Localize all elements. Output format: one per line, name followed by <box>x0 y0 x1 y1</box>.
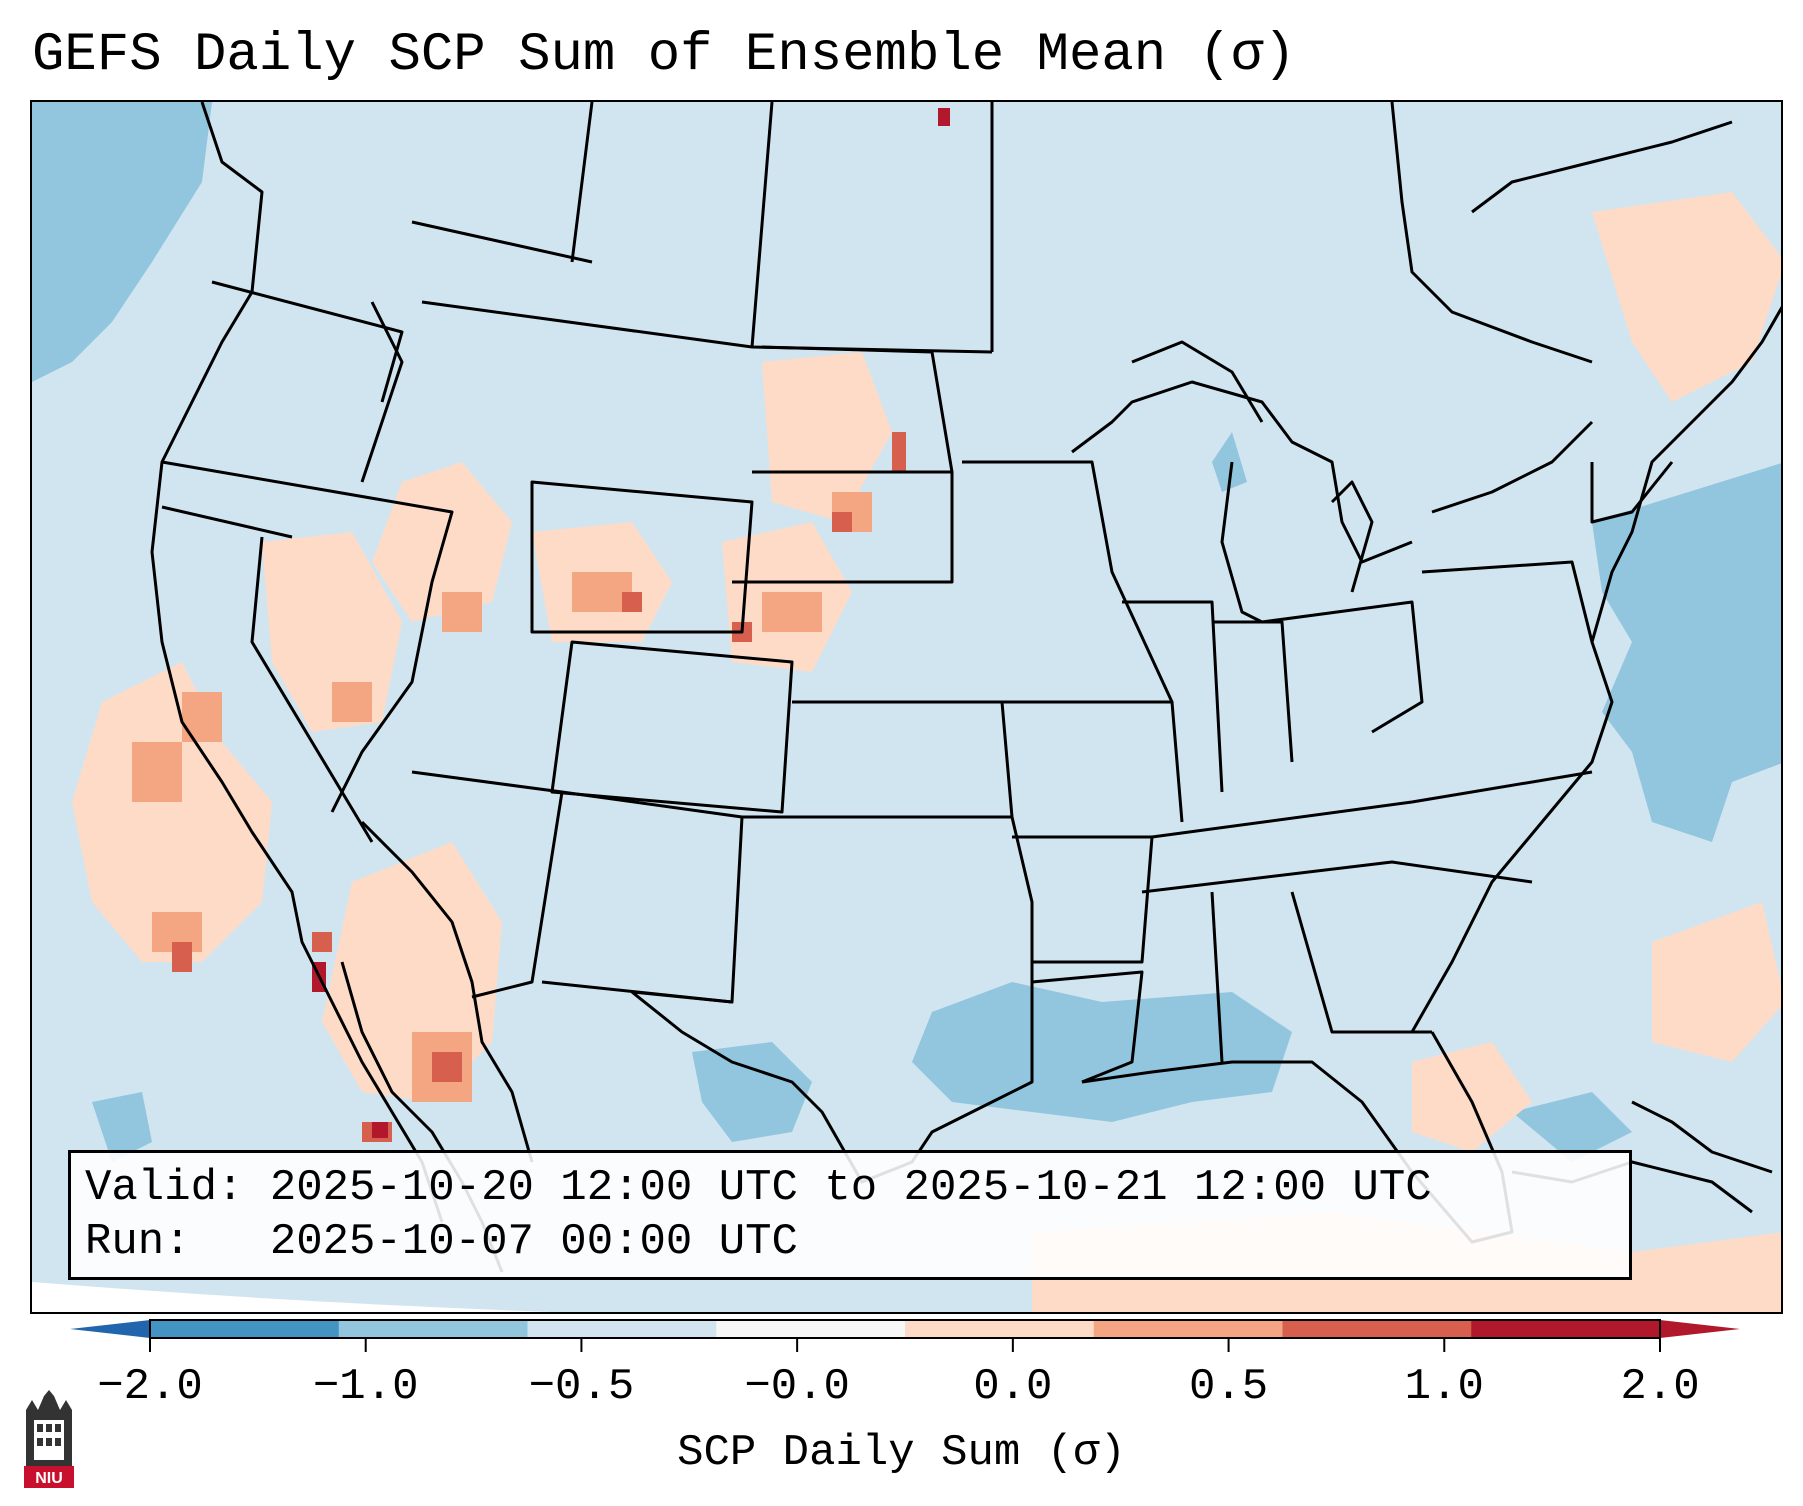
map-background <box>32 102 1781 1312</box>
colorbar-tick-label: 0.5 <box>1188 1362 1269 1412</box>
bahamas-coastline <box>1631 1100 1773 1174</box>
missouri-border <box>1002 700 1184 823</box>
colorbar-segment <box>150 1320 340 1338</box>
map-panel <box>30 100 1783 1314</box>
new-england-positive <box>1592 192 1781 402</box>
colorbar-segments <box>150 1320 1661 1338</box>
colorado-border <box>550 640 794 814</box>
lake-michigan-shore <box>1220 461 1263 624</box>
pennsylvania-border <box>1421 560 1594 643</box>
north-dakota-border <box>761 345 954 473</box>
valid-value: 2025-10-20 12:00 UTC to 2025-10-21 12:00… <box>269 1163 1432 1213</box>
colorbar-label: SCP Daily Sum (σ) <box>677 1428 1126 1478</box>
indiana-border <box>1212 620 1294 763</box>
colorbar-tick-label: −1.0 <box>312 1362 419 1412</box>
new-england-border <box>1590 461 1674 524</box>
colorbar-tick-label: 2.0 <box>1620 1362 1700 1412</box>
colorbar-tick-label: −0.0 <box>744 1362 850 1412</box>
quebec-border <box>1390 102 1593 364</box>
atlantic-positive <box>1652 902 1781 1062</box>
colorbar-outline <box>149 1319 1661 1339</box>
east-coastline <box>1410 305 1781 1033</box>
arizona-border <box>411 770 564 999</box>
mississippi-alabama-border <box>1210 891 1224 1063</box>
oregon-nevada-border <box>161 460 454 813</box>
mexico-west-coastline <box>360 820 534 1163</box>
or-ca-border <box>161 505 293 539</box>
valid-label: Valid: <box>85 1163 244 1213</box>
alberta-border <box>570 102 594 263</box>
niu-logo: NIU <box>24 1390 74 1488</box>
great-lakes-shore <box>1071 380 1413 564</box>
colorbar-segment <box>338 1320 528 1338</box>
idaho-border <box>360 301 404 483</box>
florida-positive <box>1412 1042 1532 1152</box>
lake-michigan-negative <box>1212 432 1247 492</box>
texas-coast-negative <box>692 1042 812 1142</box>
st-lawrence-shore <box>1471 120 1733 214</box>
lake-ontario-erie-shore <box>1431 420 1594 514</box>
wyoming-border <box>530 480 754 634</box>
dakotas-positive <box>762 352 892 522</box>
nevada-west-border <box>250 536 374 843</box>
chart-title: GEFS Daily SCP Sum of Ensemble Mean (σ) <box>32 25 1296 86</box>
coastlines-and-borders <box>150 102 1781 1273</box>
colorbar-segment <box>1471 1320 1661 1338</box>
canada-border-west <box>411 220 593 264</box>
alabama-georgia-border <box>1290 891 1432 1034</box>
gulf-negative <box>912 982 1292 1122</box>
run-value: 2025-10-07 00:00 UTC <box>269 1217 798 1267</box>
atlantic-negative <box>1592 463 1781 842</box>
southeast-border <box>1141 860 1533 894</box>
run-label: Run: <box>85 1217 191 1267</box>
colorbar-segment <box>1093 1320 1283 1338</box>
run-row: Run: 2025-10-07 00:00 UTC <box>85 1215 1615 1269</box>
pacific-south-negative <box>92 1092 152 1162</box>
south-dakota-border <box>732 470 954 584</box>
louisiana-border <box>1031 970 1144 1084</box>
tennessee-north-border <box>1151 770 1593 839</box>
colorbar-segment <box>716 1320 906 1338</box>
colorbar <box>70 1319 1740 1352</box>
washington-border <box>211 280 404 403</box>
valid-row: Valid: 2025-10-20 12:00 UTC to 2025-10-2… <box>85 1161 1615 1215</box>
minnesota-iowa-border <box>962 460 1174 703</box>
colorbar-under-triangle <box>70 1320 150 1338</box>
arkansas-border <box>1012 835 1154 964</box>
map-canvas <box>32 102 1781 1312</box>
lake-huron-shore <box>1330 480 1374 593</box>
bahamas-negative <box>1512 1092 1632 1162</box>
lake-superior-shore <box>1131 340 1264 423</box>
colorbar-over-triangle <box>1660 1320 1740 1338</box>
pacific-northwest-negative <box>32 102 212 382</box>
colorbar-segment <box>527 1320 717 1338</box>
logo-text: NIU <box>35 1470 63 1487</box>
colorbar-tick-label: 0.0 <box>973 1362 1053 1412</box>
colorbar-segment <box>1282 1320 1472 1338</box>
saskatchewan-border <box>750 102 774 348</box>
illinois-border <box>1122 600 1224 793</box>
ohio-border <box>1261 600 1424 734</box>
colorbar-tick-label: −2.0 <box>97 1362 203 1412</box>
colorbar-ticks <box>149 1338 1661 1352</box>
colorbar-tick-label: 1.0 <box>1404 1362 1484 1412</box>
colorbar-tick-label: −0.5 <box>528 1362 635 1412</box>
colorbar-segment <box>905 1320 1095 1338</box>
negative-anomaly-areas <box>32 102 1781 1162</box>
valid-run-box: Valid: 2025-10-20 12:00 UTC to 2025-10-2… <box>68 1150 1632 1280</box>
california-positive <box>72 662 272 962</box>
